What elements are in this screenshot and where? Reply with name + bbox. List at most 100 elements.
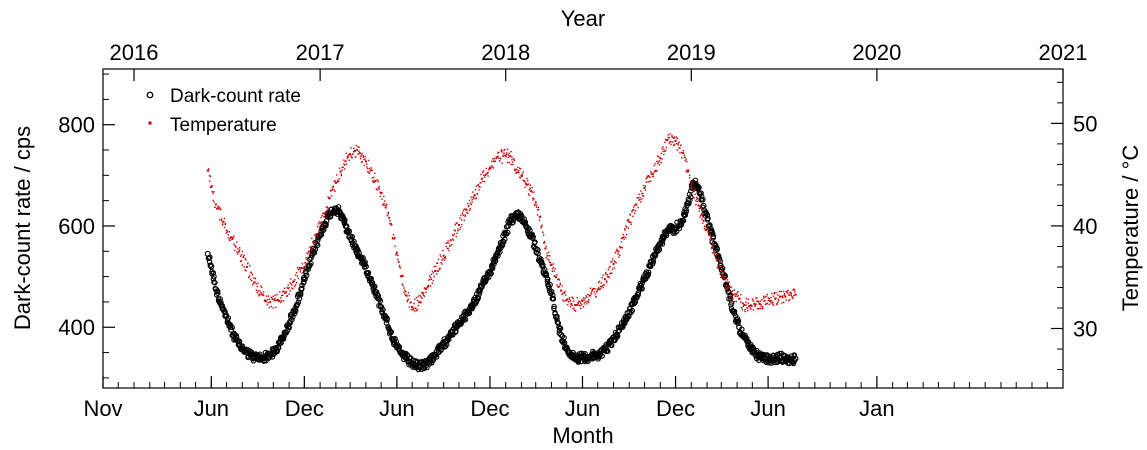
data-point [669, 140, 671, 143]
data-point [245, 265, 248, 268]
data-point [256, 285, 258, 288]
data-point [457, 223, 460, 226]
data-point [288, 293, 290, 295]
data-point [699, 216, 701, 218]
data-point [455, 222, 457, 224]
data-point [491, 160, 493, 163]
data-point [611, 258, 614, 260]
data-point [500, 149, 503, 151]
data-point [719, 261, 721, 263]
data-point [771, 300, 773, 302]
data-point [704, 229, 707, 232]
data-point [640, 201, 642, 203]
data-point [511, 156, 513, 158]
data-point [542, 231, 544, 233]
data-point [744, 308, 746, 311]
data-point [505, 153, 508, 156]
data-point [494, 160, 496, 162]
data-point [411, 305, 414, 308]
data-point [250, 272, 253, 274]
data-point [313, 243, 316, 246]
data-point [403, 291, 405, 293]
data-point [480, 177, 483, 180]
data-point [272, 307, 274, 309]
data-point [301, 263, 303, 265]
data-point [280, 297, 282, 299]
data-point [707, 231, 709, 233]
data-point [774, 297, 777, 300]
data-point [686, 160, 688, 163]
data-point [230, 236, 233, 239]
data-point [295, 299, 302, 305]
data-point [565, 294, 567, 296]
data-point [451, 244, 453, 246]
data-point [225, 232, 228, 234]
data-point [735, 293, 738, 296]
data-point [360, 254, 366, 261]
data-point [228, 239, 230, 241]
data-point [673, 144, 675, 147]
data-point [253, 281, 256, 284]
data-point [356, 249, 362, 256]
data-point [699, 205, 701, 207]
data-point [341, 166, 343, 168]
data-point [656, 160, 658, 163]
data-point [662, 146, 664, 148]
data-point [467, 212, 469, 214]
data-point [760, 303, 762, 306]
data-point [466, 209, 468, 211]
data-point [573, 304, 576, 306]
data-point [468, 209, 471, 212]
data-point [420, 296, 422, 298]
data-point [502, 155, 504, 158]
data-point [441, 259, 443, 261]
data-point [227, 237, 229, 239]
data-point [734, 293, 737, 295]
data-point [643, 186, 646, 189]
data-point [686, 169, 688, 171]
data-point [255, 283, 258, 285]
data-point [681, 157, 683, 159]
data-point [339, 170, 342, 173]
data-point [258, 295, 260, 297]
data-point [504, 229, 511, 236]
data-point [431, 282, 434, 285]
data-point [429, 285, 432, 287]
data-point [446, 247, 448, 250]
data-point [490, 167, 492, 170]
data-point [326, 206, 328, 208]
data-point [456, 232, 458, 235]
data-point [478, 186, 480, 188]
data-point [375, 292, 382, 299]
data-point [524, 228, 531, 234]
data-point [430, 273, 433, 276]
data-point [627, 218, 630, 221]
data-point [583, 303, 585, 305]
data-point [343, 163, 345, 165]
data-point [392, 233, 395, 236]
data-point [540, 262, 546, 268]
data-point [527, 227, 533, 234]
data-point [645, 271, 652, 278]
data-point [518, 171, 520, 174]
data-point [788, 299, 790, 302]
data-point [237, 250, 240, 253]
data-point [641, 198, 643, 200]
data-point [613, 267, 616, 269]
data-point [379, 195, 381, 198]
data-point [337, 180, 339, 183]
data-point [682, 149, 685, 152]
data-point [262, 294, 265, 297]
data-point [233, 235, 235, 237]
data-point [602, 274, 604, 276]
data-point [422, 292, 425, 294]
data-point [307, 252, 309, 255]
data-point [536, 209, 539, 211]
data-point [296, 275, 299, 277]
data-point [792, 355, 799, 362]
data-point [527, 183, 530, 185]
data-point [306, 258, 308, 261]
data-point [402, 284, 404, 287]
data-point [672, 136, 674, 138]
